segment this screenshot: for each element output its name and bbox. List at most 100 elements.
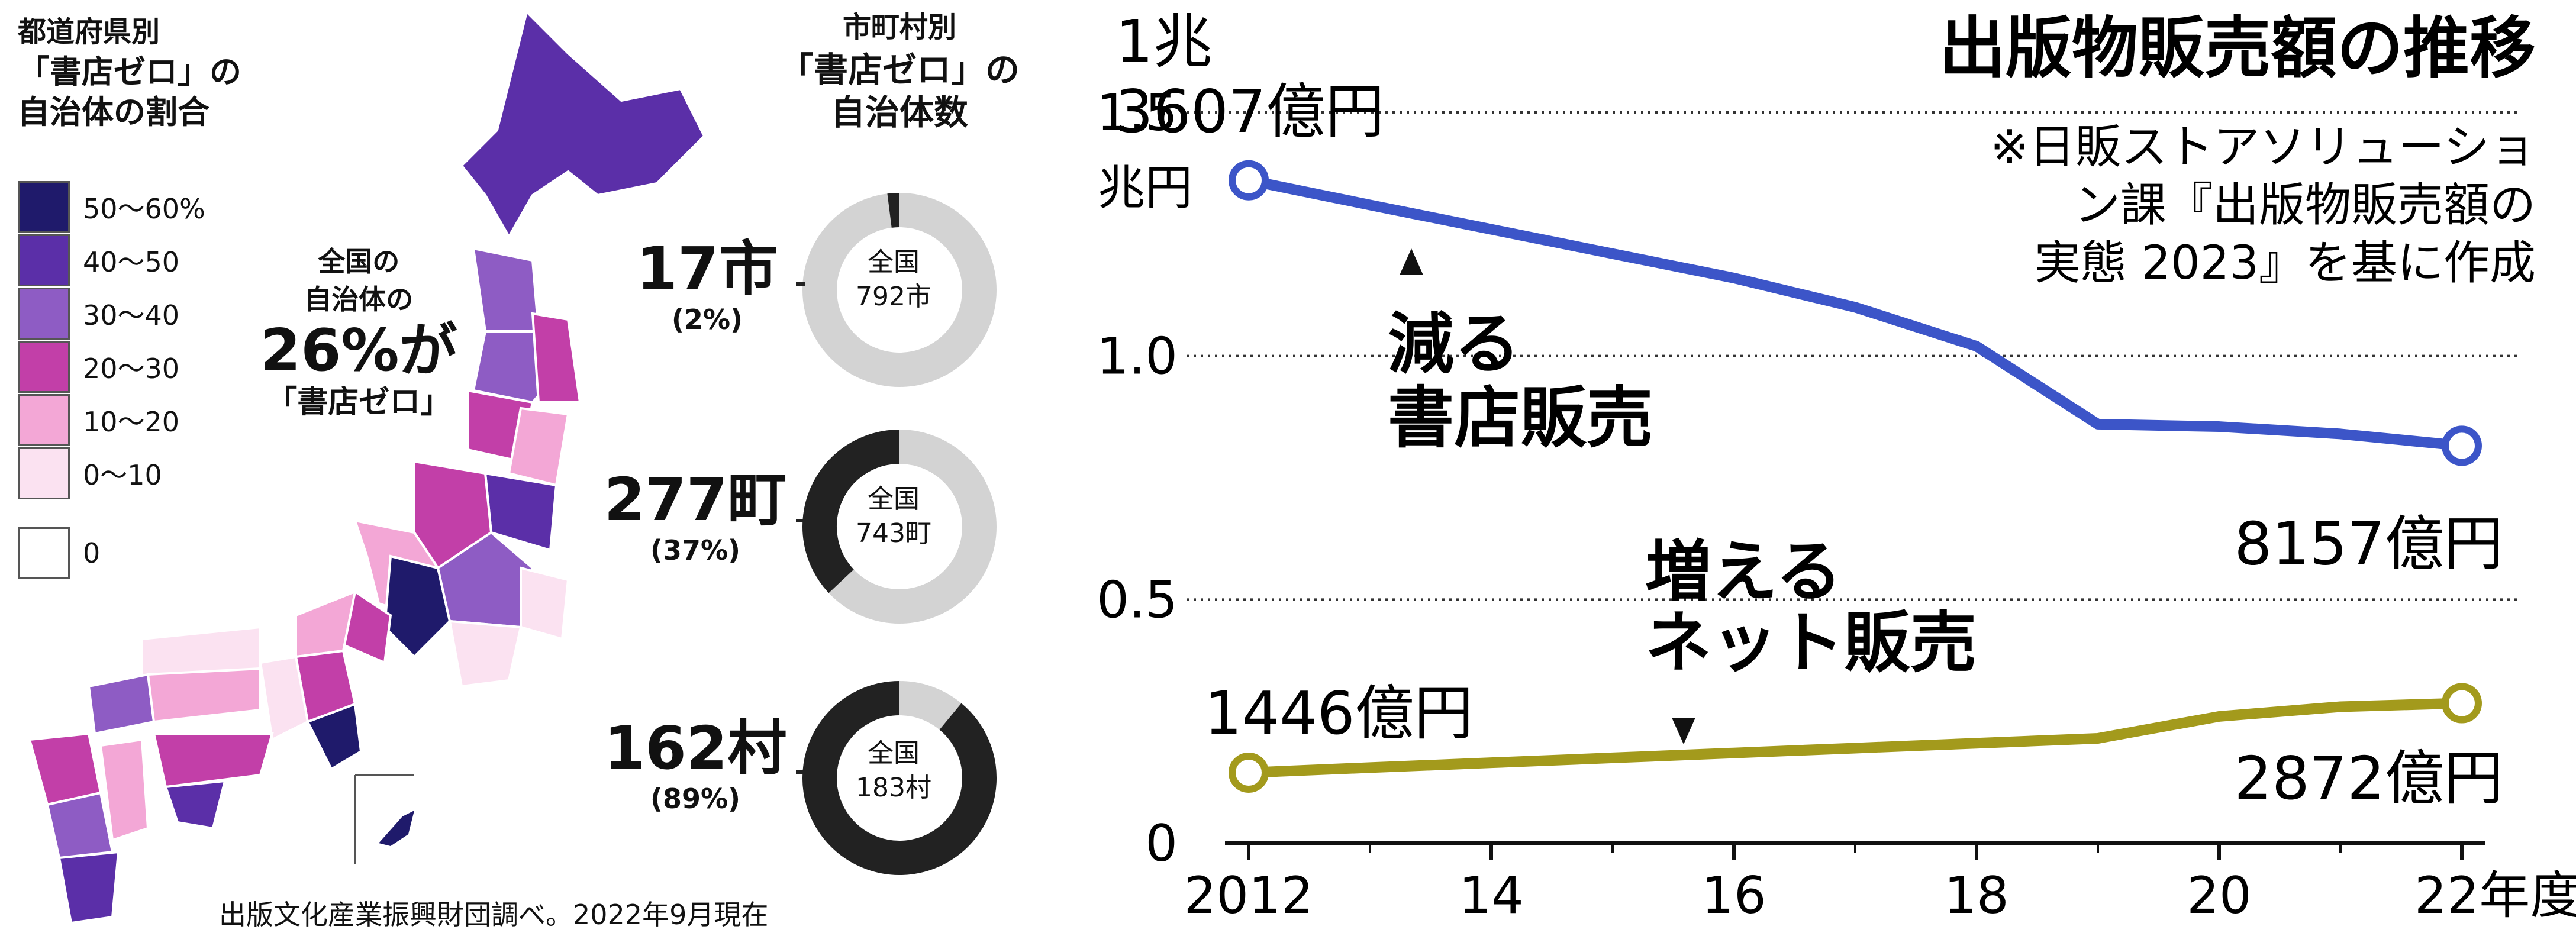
legend-item: 10〜20 [18,393,179,447]
legend-item: 0 [18,527,100,580]
arrow-marker [1400,248,1423,275]
donut-pct: (2%) [671,304,743,335]
legend-swatch [18,394,70,446]
donut-title-line1: 市町村別 [842,11,956,44]
series-name-label: 減る [1388,306,1520,383]
line-chart: 0 0.5 1.0 1.5 兆円 2012 14 16 18 20 22年度 出版物販売額の推移 ※日販… [1097,7,2576,925]
map-title-line1: 都道府県別 [18,15,160,49]
data-label: 2872億円 [2235,744,2504,813]
series-point [1229,752,1269,793]
series-line [1247,175,2462,451]
donut-center-line1: 全国 [868,247,920,277]
x-tick-label: 20 [2187,866,2251,925]
map-title-line3: 自治体の割合 [18,93,209,131]
donut-title-line2: 「書店ゼロ」の [779,50,1020,90]
legend-item: 30〜40 [18,287,179,340]
legend-swatch [18,447,70,499]
donut-label-village: 162村 (89%) [598,716,793,816]
data-label: 1兆 [1115,7,1213,76]
map-callout: 全国の 自治体の 26%が 「書店ゼロ」 [260,243,457,421]
legend-swatch [18,234,70,286]
donut-center-town: 全国 743町 [834,482,953,551]
y-tick-label: 0.5 [1097,570,1178,630]
kyushu-region [28,732,150,925]
legend-item: 40〜50 [18,234,179,287]
x-tick-label: 16 [1701,866,1766,925]
line-chart-panel: 0 0.5 1.0 1.5 兆円 2012 14 16 18 20 22年度 出版物販売額の推移 ※日販… [1042,0,2576,947]
arrow-marker [1672,718,1695,744]
callout-line2: 自治体の [304,283,414,315]
legend-swatch [18,341,70,393]
donut-title-line3: 自治体数 [830,92,968,133]
y-tick-label: 0 [1145,814,1178,873]
chugoku-shikoku-region [87,625,274,830]
x-tick-label: 14 [1459,866,1523,925]
donut-charts [796,193,997,875]
donut-center-line2: 743町 [856,518,931,548]
donut-segment [802,681,997,875]
donut-label-city: 17市 (2%) [627,237,787,337]
y-axis-label: 兆円 [1098,160,1192,215]
legend-item: 50〜60% [18,180,205,234]
callout-big: 26%が [260,317,457,385]
donut-center-city: 全国 792市 [834,246,953,314]
legend-swatch [18,288,70,340]
hokkaido-region [460,9,706,240]
chart-note-line: ※日販ストアソリューショ [1990,121,2536,174]
legend-label: 30〜40 [83,299,180,331]
chart-note-line: ン課『出版物販売額の [2074,179,2536,232]
series-point [1229,160,1269,201]
donut-count: 17市 [636,234,778,304]
legend-label: 50〜60% [83,193,205,225]
left-panel: 都道府県別 「書店ゼロ」の 自治体の割合 50〜60% 40〜50 30〜40 … [0,0,1042,947]
chart-title: 出版物販売額の推移 [1939,10,2536,87]
legend-swatch [18,527,70,579]
legend-label: 10〜20 [83,406,180,438]
donut-count: 277町 [604,465,787,534]
donut-center-line1: 全国 [868,484,920,514]
donut-pct: (37%) [650,534,741,566]
tohoku-region [466,247,582,552]
data-label: 3607億円 [1115,77,1385,146]
donut-label-town: 277町 (37%) [598,467,793,568]
japan-map [28,9,706,925]
x-tick-label: 18 [1944,866,2008,925]
kinki-region [259,589,363,771]
y-tick-label: 1.5 [1097,83,1178,143]
data-label: 8157億円 [2235,509,2504,578]
legend-item: 20〜30 [18,340,179,393]
okinawa-inset [354,774,414,864]
series-name-label: 増える [1645,534,1842,611]
series-point [2442,683,2482,724]
donut-title: 市町村別 「書店ゼロ」の 自治体数 [763,6,1036,134]
source-note: 出版文化産業振興財団調べ。2022年9月現在 [219,899,769,931]
series-point [2442,425,2482,466]
x-tick-label: 2012 [1184,866,1314,925]
legend-label: 0 [83,537,101,569]
donut-pct: (89%) [650,783,741,815]
donut-count: 162村 [604,714,787,783]
donut-center-line2: 792市 [856,282,931,312]
legend-swatch [18,181,70,233]
donut-center-village: 全国 183村 [834,737,953,805]
legend-label: 20〜30 [83,353,180,385]
donut-center-line2: 183村 [856,773,931,803]
callout-line1: 全国の [318,246,400,277]
legend-label: 40〜50 [83,246,180,278]
legend-label: 0〜10 [83,459,162,491]
x-tick-label: 22年度 [2414,866,2576,925]
chart-note-line: 実態 2023』を基に作成 [2035,237,2536,290]
legend-item: 0〜10 [18,447,162,500]
series-name-label: 書店販売 [1388,380,1653,457]
map-title: 都道府県別 「書店ゼロ」の 自治体の割合 [18,12,241,133]
donut-segment [887,193,900,228]
series-line [1248,698,2462,778]
map-title-line2: 「書店ゼロ」の [18,53,241,91]
donut-segment [802,430,900,593]
data-label: 1446億円 [1204,679,1474,748]
series-name-label: ネット販売 [1645,605,1977,682]
callout-line4: 「書店ゼロ」 [266,385,452,420]
kanto-chubu-region [341,460,570,688]
donut-center-line1: 全国 [868,738,920,769]
y-tick-label: 1.0 [1097,327,1178,386]
